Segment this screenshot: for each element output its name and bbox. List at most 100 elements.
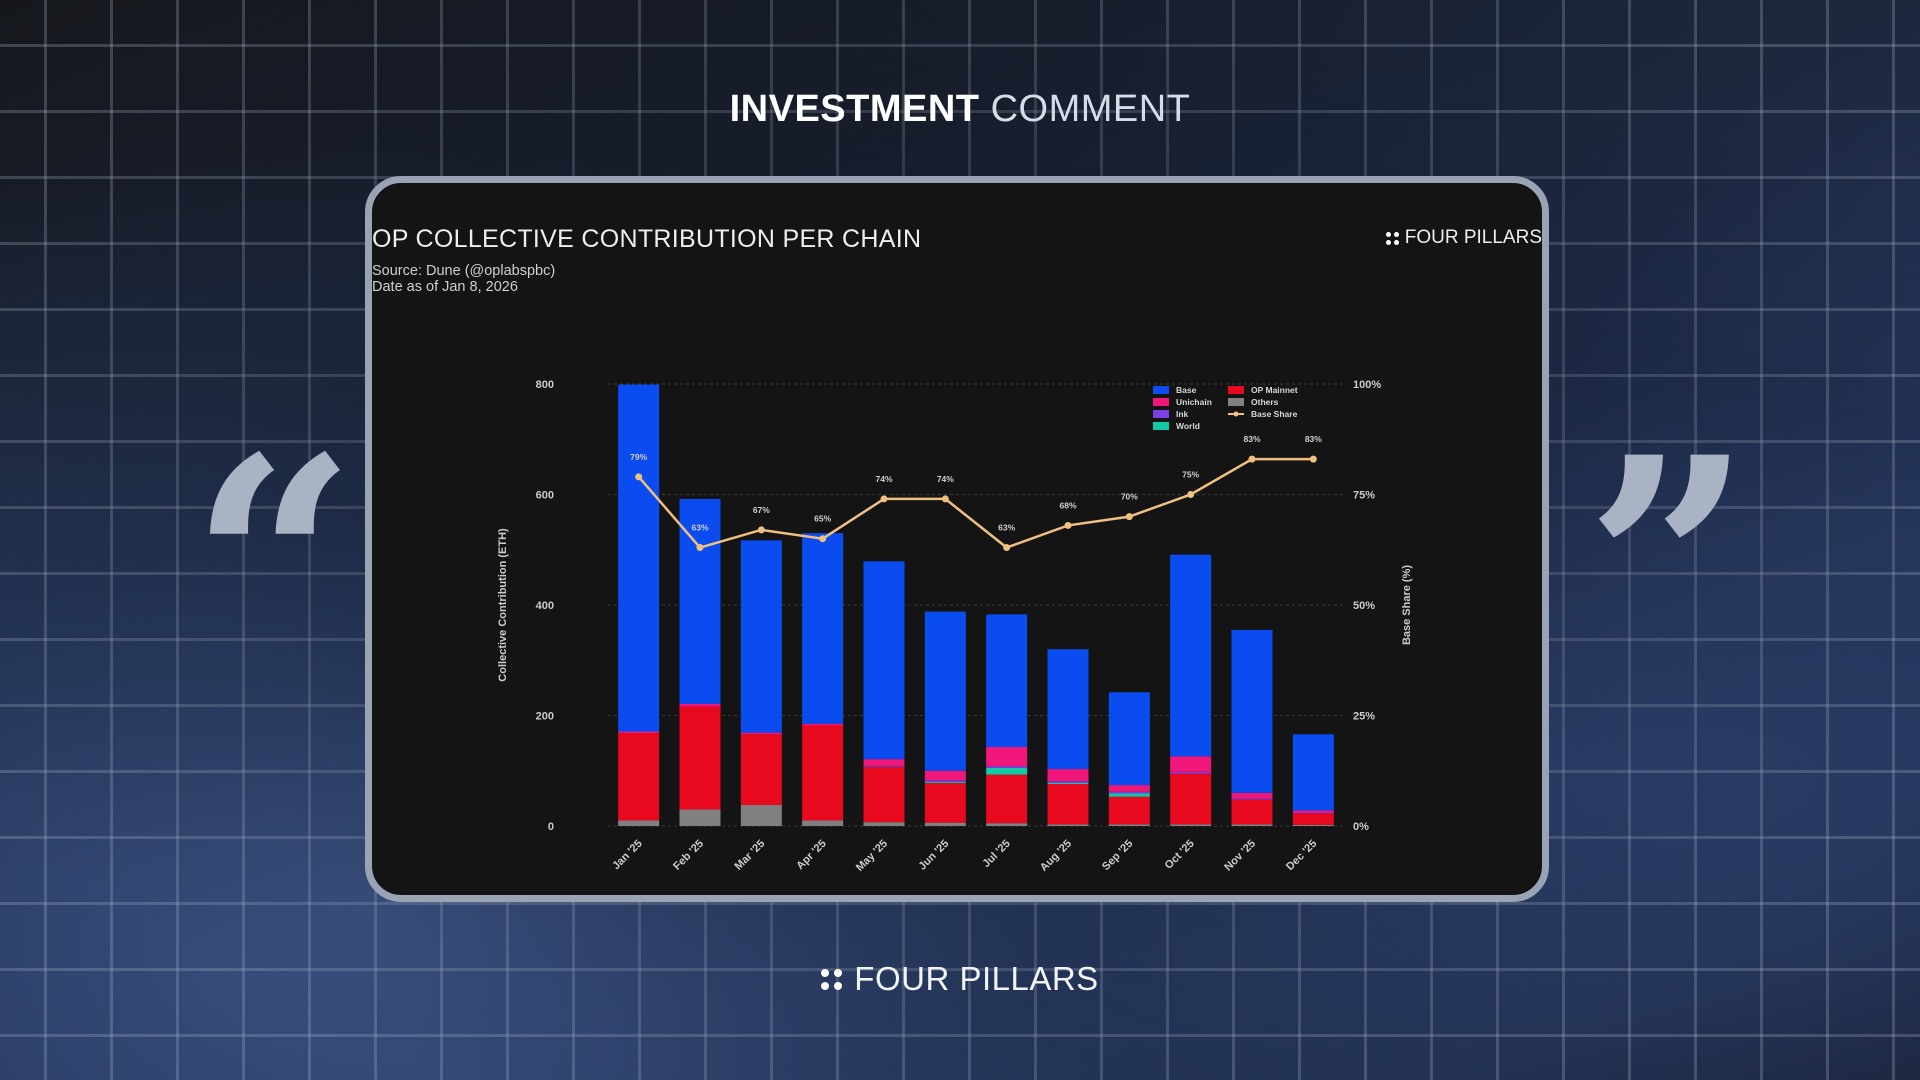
- y-tick-label: 400: [536, 600, 554, 612]
- base-share-point: [1003, 544, 1011, 552]
- bar-segment-ink: [924, 780, 966, 782]
- base-share-point: [757, 526, 765, 534]
- bar-segment-ink: [1170, 771, 1212, 774]
- bar-segment-op-mainnet: [1231, 799, 1273, 825]
- bar-segment-ink: [1292, 813, 1334, 814]
- footer-dots-icon: [821, 968, 843, 990]
- base-share-label: 83%: [1243, 434, 1260, 444]
- bar-segment-base: [863, 561, 905, 760]
- bar-segment-base: [802, 533, 844, 724]
- legend-label: Unichain: [1176, 397, 1212, 407]
- bar-segment-base: [986, 614, 1028, 747]
- x-tick-label: Jun '25: [916, 838, 951, 873]
- x-tick-label: Oct '25: [1163, 838, 1197, 872]
- bar-segment-op-mainnet: [1047, 784, 1089, 825]
- page-headline: INVESTMENT COMMENT: [0, 88, 1920, 131]
- bar-segment-world: [1108, 793, 1150, 797]
- base-share-label: 74%: [937, 474, 954, 484]
- base-share-line: [637, 457, 1314, 549]
- legend-swatch: [1228, 386, 1244, 394]
- x-tick-label: Apr '25: [794, 838, 829, 873]
- x-tick-label: Feb '25: [671, 838, 706, 873]
- bar-segment-others: [1047, 824, 1089, 826]
- y-right-tick-label: 100%: [1353, 379, 1381, 391]
- bar-segment-op-mainnet: [1170, 773, 1212, 825]
- bar-chart: 0 200 400 600 800 0% 25% 50% 75% 100% Collective C…: [497, 379, 1413, 874]
- y-right-tick-label: 50%: [1353, 600, 1375, 612]
- legend-swatch: [1153, 398, 1169, 406]
- y-tick-label: 0: [548, 821, 554, 833]
- legend-swatch-point: [1233, 411, 1239, 417]
- x-tick-label: Sep '25: [1100, 838, 1135, 873]
- base-share-label: 67%: [753, 505, 770, 515]
- bar-segment-base: [1292, 734, 1334, 811]
- footer-brand-label: FOUR PILLARS: [854, 960, 1099, 997]
- bar-segment-unichain: [1108, 785, 1150, 792]
- bar-segment-ink: [986, 766, 1028, 768]
- x-tick-label: Nov '25: [1222, 838, 1258, 874]
- bar-segment-others: [618, 820, 660, 826]
- bar-segment-unichain: [618, 731, 660, 734]
- bar-segment-world: [1047, 782, 1089, 785]
- bar-segment-unichain: [1292, 810, 1334, 814]
- base-share-point: [635, 473, 643, 481]
- y-tick-label: 200: [536, 711, 554, 723]
- chart-source: Source: Dune (@oplabspbc) Date as of Jan…: [372, 263, 555, 295]
- base-share-point: [1248, 455, 1256, 463]
- bar-segment-op-mainnet: [679, 706, 721, 810]
- base-share-label: 74%: [875, 474, 892, 484]
- y-tick-label: 600: [536, 490, 554, 502]
- bar-segment-ink: [1231, 798, 1273, 800]
- x-tick-label: Jan '25: [610, 838, 645, 873]
- bar-segment-unichain: [1170, 756, 1212, 772]
- close-quote-icon: ”: [1585, 395, 1752, 735]
- bar-segment-others: [1108, 824, 1150, 826]
- y-right-tick-label: 0%: [1353, 821, 1369, 833]
- legend-label: Others: [1251, 397, 1279, 407]
- chart-source-line: Source: Dune (@oplabspbc): [372, 263, 556, 279]
- bar-segment-op-mainnet: [618, 733, 660, 821]
- base-share-label: 79%: [630, 452, 647, 462]
- bar-segment-base: [740, 540, 782, 733]
- legend-label: OP Mainnet: [1251, 385, 1298, 395]
- legend-label: World: [1176, 421, 1200, 431]
- x-tick-label: Dec '25: [1284, 838, 1319, 873]
- bar-segment-others: [1292, 824, 1334, 826]
- bar-segment-ink: [863, 765, 905, 767]
- legend-swatch: [1153, 422, 1169, 430]
- bar-segment-op-mainnet: [863, 766, 905, 823]
- y-right-tick-label: 75%: [1353, 490, 1375, 502]
- headline-light: COMMENT: [990, 88, 1191, 130]
- bar-segment-world: [924, 781, 966, 783]
- x-tick-label: Aug '25: [1038, 838, 1074, 874]
- headline-bold: INVESTMENT: [729, 88, 980, 130]
- bar-segment-unichain: [802, 723, 844, 726]
- bar-segment-unichain: [740, 732, 782, 735]
- bar-segment-op-mainnet: [802, 725, 844, 821]
- base-share-label: 68%: [1059, 500, 1076, 510]
- base-share-point: [941, 495, 949, 503]
- base-share-label: 65%: [814, 514, 831, 524]
- bar-segment-others: [863, 822, 905, 826]
- bar-segment-base: [924, 611, 966, 771]
- bar-segment-unichain: [924, 770, 966, 781]
- bar-segment-unichain: [1047, 769, 1089, 782]
- y-right-axis-title: Base Share (%): [1401, 565, 1413, 645]
- base-share-point: [880, 495, 888, 503]
- base-share-point: [819, 535, 827, 543]
- y-axis-title: Collective Contribution (ETH): [497, 528, 509, 682]
- bar-segment-ink: [1047, 781, 1089, 783]
- base-share-label: 63%: [691, 523, 708, 533]
- bar-segment-ink: [1108, 791, 1150, 794]
- bar-segment-unichain: [863, 759, 905, 766]
- bar-segment-base: [618, 384, 660, 732]
- footer-brand: FOUR PILLARS: [0, 960, 1920, 998]
- base-share-point: [1064, 521, 1072, 529]
- bar-segment-base: [1047, 649, 1089, 770]
- base-share-label: 63%: [998, 523, 1015, 533]
- bar-segment-unichain: [1231, 792, 1273, 799]
- base-share-point: [1309, 455, 1317, 463]
- bar-segment-unichain: [679, 703, 721, 707]
- bar-segment-op-mainnet: [1292, 813, 1334, 825]
- brand-dots-icon: [1385, 231, 1399, 245]
